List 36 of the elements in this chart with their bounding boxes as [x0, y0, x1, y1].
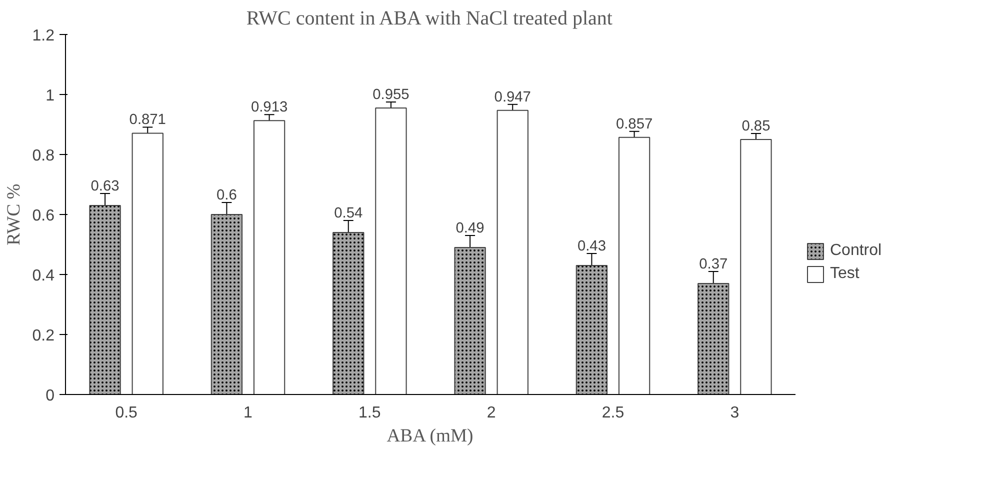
data-label: 0.955 [372, 87, 410, 103]
y-tick-label: 0.4 [32, 268, 55, 284]
data-label: 0.85 [742, 118, 770, 134]
x-tick-label: 0.5 [115, 404, 138, 422]
y-tick-label: 1 [46, 88, 55, 104]
y-tick-label: 0 [46, 388, 55, 404]
x-tick-label: 2 [486, 404, 496, 422]
x-tick-label: 1.5 [358, 404, 381, 422]
x-tick-label: 2.5 [602, 404, 624, 422]
data-label: 0.871 [129, 112, 166, 128]
data-label: 0.913 [250, 100, 288, 116]
data-label: 0.947 [494, 89, 531, 106]
bar [618, 136, 650, 394]
chart-title: RWC content in ABA with NaCl treated plant [246, 8, 613, 30]
bar [253, 120, 286, 394]
data-label: 0.49 [456, 220, 484, 236]
data-label: 0.63 [90, 178, 120, 194]
bar [132, 132, 164, 394]
bar [496, 110, 528, 394]
x-tick-label: 3 [730, 404, 740, 422]
legend-label: Control [830, 242, 882, 260]
data-label: 0.6 [216, 188, 237, 204]
data-label: 0.54 [334, 206, 363, 222]
data-label: 0.43 [577, 238, 606, 254]
y-axis-title: RWC % [3, 184, 24, 246]
data-label: 0.857 [616, 116, 653, 132]
y-tick-label: 1.2 [32, 28, 55, 44]
x-tick-label: 1 [244, 404, 253, 422]
bar [740, 139, 772, 394]
y-tick-label: 0.8 [32, 148, 55, 164]
x-axis-title: ABA (mM) [386, 426, 474, 446]
bar [375, 108, 407, 394]
legend-label: Test [830, 265, 860, 283]
y-tick-label: 0.6 [32, 208, 55, 224]
y-tick-label: 0.2 [32, 328, 55, 344]
data-label: 0.37 [699, 256, 728, 272]
